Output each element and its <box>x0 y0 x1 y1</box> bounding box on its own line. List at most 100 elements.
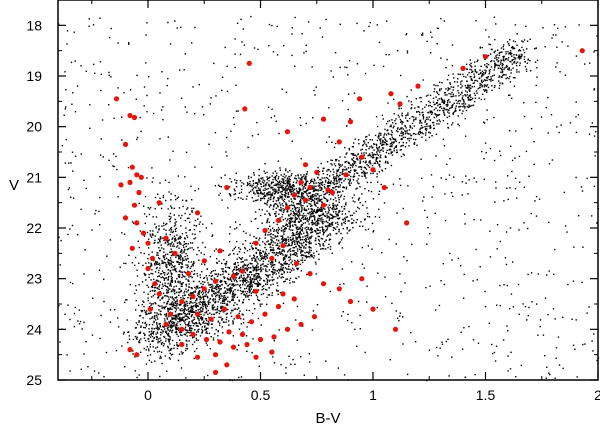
field-star-point <box>292 191 294 193</box>
field-star-point <box>426 128 428 130</box>
field-star-point <box>394 120 396 122</box>
field-star-point <box>105 351 108 354</box>
field-star-point <box>89 127 91 129</box>
field-star-point <box>135 309 137 311</box>
field-star-point <box>320 218 322 220</box>
field-star-point <box>435 96 437 98</box>
field-star-point <box>171 261 173 263</box>
field-star-point <box>262 288 265 290</box>
field-star-point <box>432 101 435 103</box>
field-star-point <box>126 319 128 321</box>
field-star-point <box>396 151 398 153</box>
field-star-point <box>232 309 234 312</box>
field-star-point <box>321 209 323 211</box>
field-star-point <box>331 224 334 226</box>
field-star-point <box>160 237 162 240</box>
field-star-point <box>474 373 476 376</box>
field-star-point <box>165 295 167 297</box>
field-star-point <box>227 266 229 269</box>
field-star-point <box>289 180 291 183</box>
field-star-point <box>384 141 386 143</box>
field-star-point <box>318 258 320 261</box>
field-star-point <box>493 74 495 76</box>
field-star-point <box>257 283 259 285</box>
field-star-point <box>200 291 203 294</box>
field-star-point <box>264 283 267 285</box>
field-star-point <box>188 293 190 296</box>
field-star-point <box>211 271 213 273</box>
field-star-point <box>195 339 198 341</box>
field-star-point <box>272 192 274 194</box>
field-star-point <box>413 138 415 141</box>
field-star-point <box>206 322 208 325</box>
field-star-point <box>252 278 254 281</box>
field-star-point <box>270 235 272 238</box>
field-star-point <box>300 176 303 179</box>
field-star-point <box>141 322 144 324</box>
field-star-point <box>256 275 259 277</box>
field-star-point <box>300 225 302 227</box>
field-star-point <box>305 231 308 233</box>
field-star-point <box>325 221 327 223</box>
field-star-point <box>235 269 237 271</box>
field-star-point <box>302 193 304 195</box>
field-star-point <box>393 138 395 141</box>
field-star-point <box>212 290 214 293</box>
field-star-point <box>298 209 301 211</box>
field-star-point <box>271 194 274 197</box>
field-star-point <box>83 179 85 181</box>
field-star-point <box>341 206 343 208</box>
field-star-point <box>287 192 290 194</box>
field-star-point <box>181 318 184 320</box>
field-star-point <box>338 179 340 181</box>
field-star-point <box>305 182 307 184</box>
field-star-point <box>438 113 441 116</box>
field-star-point <box>401 144 403 147</box>
field-star-point <box>236 274 238 276</box>
field-star-point <box>233 248 235 250</box>
field-star-point <box>425 95 428 97</box>
field-star-point <box>304 235 306 237</box>
field-star-point <box>232 269 235 271</box>
field-star-point <box>231 283 233 285</box>
field-star-point <box>317 200 319 202</box>
field-star-point <box>511 63 514 65</box>
field-star-point <box>298 177 300 179</box>
field-star-point <box>166 317 168 319</box>
field-star-point <box>149 235 152 237</box>
field-star-point <box>167 324 170 327</box>
field-star-point <box>221 76 224 78</box>
field-star-point <box>190 314 193 317</box>
field-star-point <box>163 228 165 230</box>
field-star-point <box>292 204 294 207</box>
field-star-point <box>234 190 236 192</box>
field-star-point <box>244 288 246 290</box>
field-star-point <box>170 199 172 201</box>
field-star-point <box>222 295 224 297</box>
field-star-point <box>165 305 167 308</box>
field-star-point <box>163 343 165 345</box>
field-star-point <box>204 325 206 327</box>
field-star-point <box>489 78 492 81</box>
field-star-point <box>433 103 435 106</box>
field-star-point <box>264 251 267 253</box>
field-star-point <box>394 138 396 140</box>
field-star-point <box>324 225 327 227</box>
field-star-point <box>172 325 174 327</box>
field-star-point <box>280 193 283 195</box>
field-star-point <box>170 347 173 350</box>
field-star-point <box>300 246 302 249</box>
field-star-point <box>268 206 271 208</box>
field-star-point <box>289 226 291 228</box>
field-star-point <box>336 221 339 224</box>
field-star-point <box>255 247 257 250</box>
field-star-point <box>215 248 217 250</box>
field-star-point <box>339 179 342 181</box>
field-star-point <box>266 182 268 184</box>
field-star-point <box>232 283 234 285</box>
field-star-point <box>272 208 274 210</box>
field-star-point <box>308 212 310 215</box>
field-star-point <box>165 263 167 266</box>
field-star-point <box>179 316 181 319</box>
field-star-point <box>291 217 293 220</box>
